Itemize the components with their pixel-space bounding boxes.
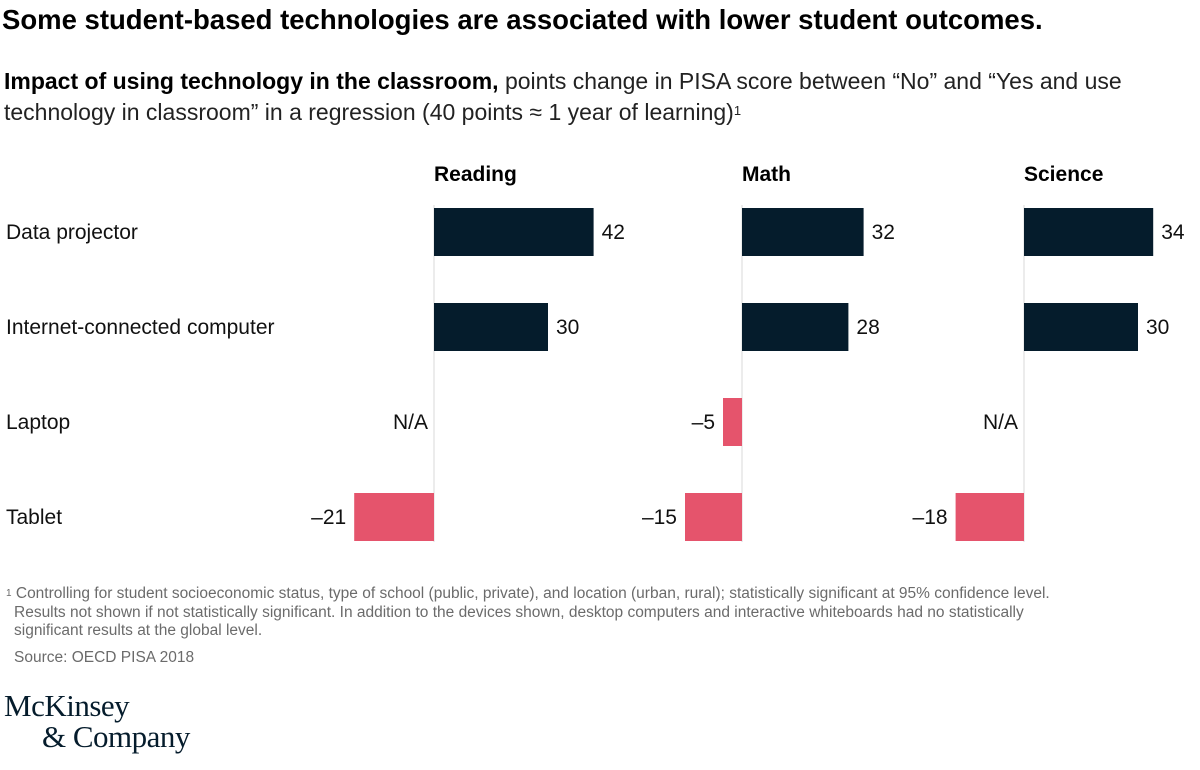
footnote-marker: 1 bbox=[6, 588, 12, 599]
footnote: 1 Controlling for student socioeconomic … bbox=[6, 585, 1194, 641]
subtitle-text: points change in PISA score between “No”… bbox=[4, 68, 1122, 125]
panel-title-reading: Reading bbox=[434, 163, 517, 186]
data-label: N/A bbox=[393, 411, 428, 434]
bar bbox=[1024, 303, 1138, 351]
panel-title-science: Science bbox=[1024, 163, 1103, 186]
bar bbox=[434, 303, 548, 351]
data-label: 34 bbox=[1161, 221, 1185, 244]
bar bbox=[742, 303, 849, 351]
bar bbox=[955, 493, 1024, 541]
data-label: –18 bbox=[913, 506, 948, 529]
chart-subtitle: Impact of using technology in the classr… bbox=[4, 66, 1184, 128]
footnote-line-3: significant results at the global level. bbox=[14, 622, 263, 639]
bar bbox=[354, 493, 434, 541]
mckinsey-logo: McKinsey & Company bbox=[4, 690, 190, 752]
footnote-line-1: 1 Controlling for student socioeconomic … bbox=[6, 585, 1050, 602]
subtitle-bold: Impact of using technology in the classr… bbox=[4, 68, 499, 94]
category-label: Tablet bbox=[6, 506, 62, 529]
footnote-line-2: Results not shown if not statistically s… bbox=[14, 603, 1024, 621]
data-label: 30 bbox=[1146, 316, 1169, 339]
bar bbox=[1024, 208, 1154, 256]
logo-line-1: McKinsey bbox=[4, 688, 130, 723]
category-label: Laptop bbox=[6, 411, 70, 434]
panel-title-math: Math bbox=[742, 163, 791, 186]
category-label: Data projector bbox=[6, 221, 138, 244]
bar bbox=[742, 208, 864, 256]
source-note: Source: OECD PISA 2018 bbox=[14, 649, 195, 666]
logo-line-2: & Company bbox=[42, 719, 190, 754]
data-label: 42 bbox=[602, 221, 625, 244]
data-label: –21 bbox=[311, 506, 346, 529]
data-label: –15 bbox=[642, 506, 677, 529]
bar bbox=[723, 398, 742, 446]
category-label: Internet-connected computer bbox=[6, 316, 275, 339]
data-label: N/A bbox=[983, 411, 1018, 434]
data-label: 30 bbox=[556, 316, 579, 339]
bar-chart: Data projector Internet-connected compute… bbox=[6, 163, 1185, 542]
bar bbox=[434, 208, 594, 256]
data-label: 28 bbox=[856, 316, 879, 339]
bar bbox=[685, 493, 742, 541]
chart-title: Some student-based technologies are asso… bbox=[2, 4, 1043, 35]
data-label: 32 bbox=[872, 221, 895, 244]
data-label: –5 bbox=[692, 411, 715, 434]
subtitle-footnote-marker: 1 bbox=[733, 103, 742, 118]
